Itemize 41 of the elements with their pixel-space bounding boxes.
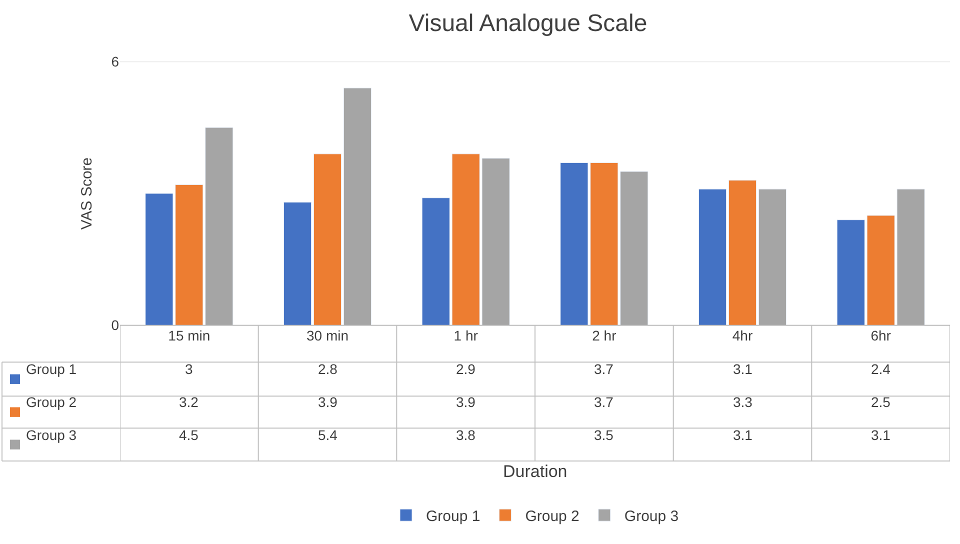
data-label: 2.8 xyxy=(318,361,338,377)
bar xyxy=(283,202,312,326)
data-label: 3.3 xyxy=(733,394,753,410)
data-label: 3.9 xyxy=(456,394,476,410)
x-tick-label: 2 hr xyxy=(592,327,617,344)
legend-label: Group 2 xyxy=(525,508,580,525)
x-tick-label: 15 min xyxy=(168,327,210,344)
data-label: 2.4 xyxy=(871,361,891,377)
data-label: 3 xyxy=(185,361,193,377)
bar xyxy=(343,88,372,326)
x-tick-label: 4hr xyxy=(732,327,753,344)
text: Group 3 xyxy=(624,508,679,525)
data-label: 3.1 xyxy=(871,427,891,443)
text: Group 2 xyxy=(26,394,77,410)
data-label: 3.1 xyxy=(733,361,753,377)
x-tick-label: 30 min xyxy=(306,327,349,344)
x-tick-label: 6hr xyxy=(870,327,892,344)
bar xyxy=(758,188,787,326)
data-label: 3.8 xyxy=(456,427,476,443)
data-label: 2.5 xyxy=(871,394,891,410)
y-axis-title: VAS Score xyxy=(78,157,96,230)
legend-label: Group 1 xyxy=(426,508,480,525)
chart-title: Visual Analogue Scale xyxy=(408,10,648,37)
data-label: 3.1 xyxy=(733,427,753,443)
data-label: 3.7 xyxy=(594,361,614,377)
data-label: 3.5 xyxy=(594,427,614,443)
data-label: 2.9 xyxy=(456,361,476,377)
bar xyxy=(313,154,342,326)
bar xyxy=(728,180,757,326)
text: Duration xyxy=(503,462,568,481)
data-label: 3.2 xyxy=(179,394,199,410)
x-tick-label: 1 hr xyxy=(454,327,478,344)
legend-label: Group 3 xyxy=(26,427,77,443)
data-label: 5.4 xyxy=(318,427,338,443)
y-tick-label: 6 xyxy=(111,54,120,70)
data-label: 4.5 xyxy=(179,427,199,443)
bar xyxy=(698,188,727,326)
data-label: 3.9 xyxy=(318,394,338,410)
text: Group 1 xyxy=(26,361,77,377)
y-tick-label: 0 xyxy=(111,317,120,334)
data-label: 3.7 xyxy=(594,394,614,410)
